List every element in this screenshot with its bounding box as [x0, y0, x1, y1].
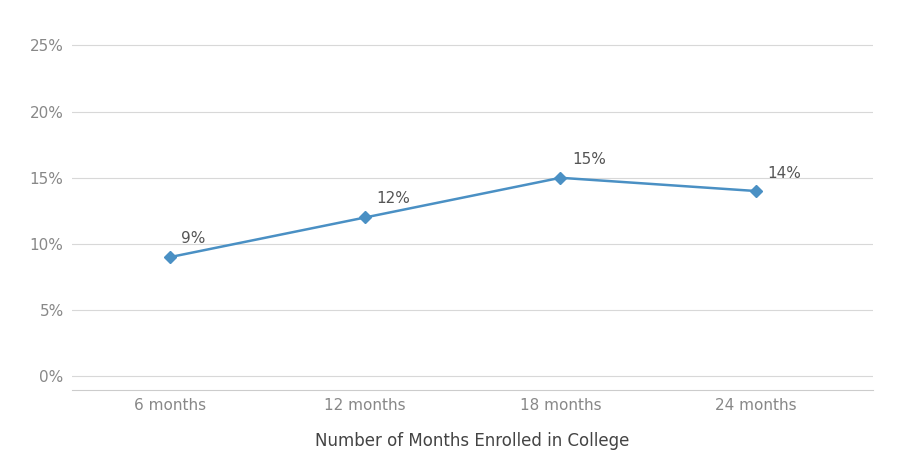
Text: 14%: 14% — [768, 166, 801, 181]
Text: 12%: 12% — [377, 191, 410, 206]
Text: 15%: 15% — [572, 152, 606, 167]
Text: 9%: 9% — [182, 231, 206, 246]
X-axis label: Number of Months Enrolled in College: Number of Months Enrolled in College — [315, 432, 630, 450]
